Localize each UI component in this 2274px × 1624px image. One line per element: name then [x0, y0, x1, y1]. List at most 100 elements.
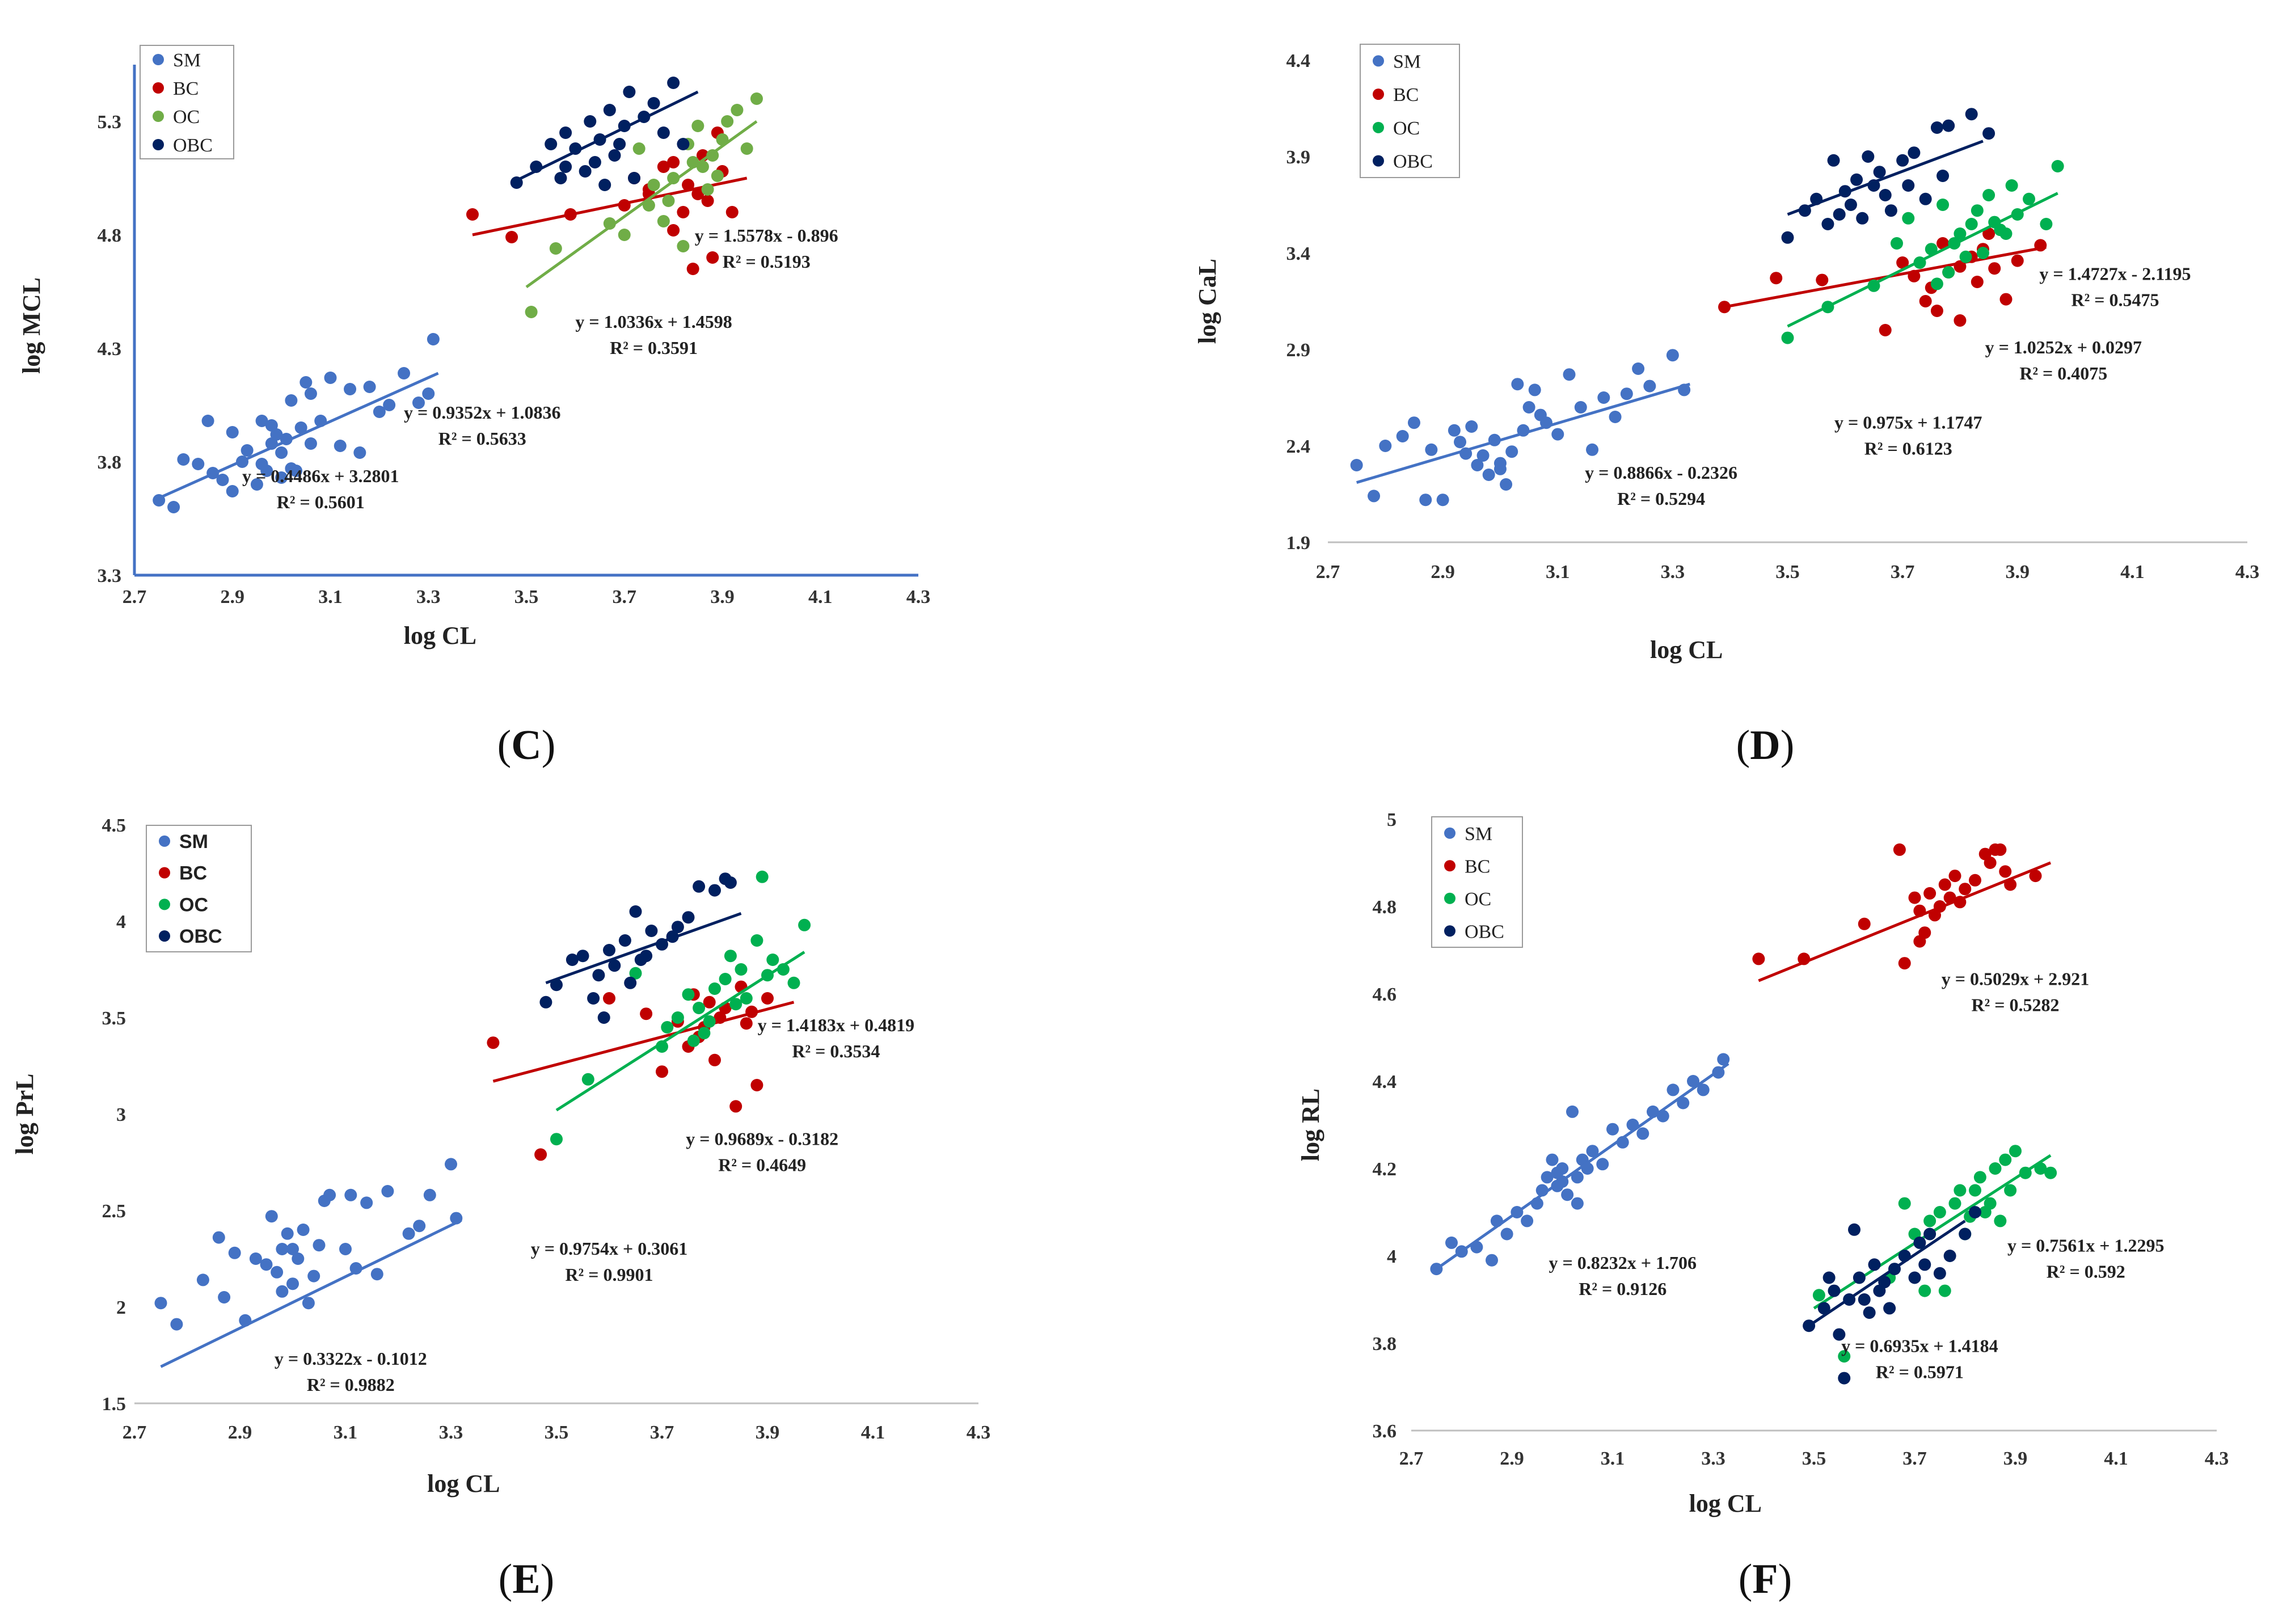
legend-label-oc: OC [173, 107, 200, 128]
data-point-sm [226, 426, 239, 438]
data-point-obc [579, 165, 592, 178]
data-point-sm [177, 453, 190, 466]
data-point-bc [505, 231, 518, 243]
data-point-sm [299, 376, 313, 389]
panel-E: 2.7 2.9 3.1 3.3 3.5 3.7 3.9 4.1 4.3 1.5 2 2.5 3 3.5 4 4… [11, 815, 990, 1602]
data-point-oc [1948, 1197, 1961, 1210]
data-point-obc [576, 950, 589, 963]
data-point-oc [657, 215, 670, 227]
data-point-sm [1566, 1105, 1579, 1118]
data-point-obc [1822, 1271, 1836, 1284]
regression-equation: y = 0.8866x - 0.2326 [1585, 462, 1737, 483]
data-point-oc [1937, 199, 1950, 211]
data-point-bc [1982, 227, 1995, 240]
data-point-oc [1902, 212, 1915, 225]
data-point-sm [1368, 490, 1381, 503]
legend-marker-sm [153, 54, 164, 65]
data-point-sm [1551, 1166, 1564, 1179]
legend-marker-oc [1444, 892, 1455, 904]
data-point-sm [292, 1252, 305, 1265]
data-point-bc [1937, 237, 1950, 250]
data-point-oc [1898, 1197, 1911, 1210]
data-point-sm [1541, 1171, 1554, 1184]
data-point-bc [1994, 843, 2007, 856]
legend-box [1360, 44, 1460, 178]
data-point-sm [381, 1185, 394, 1197]
data-point-bc [703, 996, 716, 1009]
data-point-oc [1969, 1184, 1981, 1197]
data-point-oc [2005, 179, 2018, 192]
trend-line-oc [525, 120, 758, 289]
x-tick-label: 4.1 [861, 1422, 885, 1443]
data-point-sm [398, 367, 411, 379]
data-point-bc [667, 156, 680, 168]
data-point-sm [1350, 459, 1363, 471]
data-point-bc [1938, 878, 1951, 891]
legend-marker-obc [1373, 155, 1384, 167]
trend-line-sm [1356, 382, 1690, 484]
data-point-sm [334, 440, 347, 452]
panel-label-open-paren: ( [499, 1556, 513, 1602]
data-point-sm [271, 1266, 284, 1279]
data-point-obc [1879, 189, 1892, 201]
data-point-obc [1878, 1276, 1891, 1289]
y-tick-label: 5 [1387, 809, 1397, 830]
x-tick-label: 2.9 [1431, 562, 1455, 583]
data-point-sm [1667, 1083, 1680, 1096]
data-point-obc [1933, 1267, 1946, 1280]
regression-equation: y = 1.0252x + 0.0297 [1985, 337, 2142, 357]
data-point-oc [2023, 192, 2036, 205]
data-point-bc [686, 263, 699, 275]
data-point-sm [196, 1273, 209, 1286]
x-tick-label: 3.1 [334, 1422, 358, 1443]
data-point-sm [1697, 1083, 1710, 1096]
r-squared-label: R² = 0.6123 [1864, 438, 1952, 458]
data-point-bc [1893, 843, 1906, 856]
data-point-sm [1563, 368, 1576, 381]
y-tick-label: 3.3 [98, 566, 122, 587]
legend-label-obc: OBC [1465, 921, 1504, 942]
data-point-oc [756, 870, 769, 883]
data-point-sm [445, 1158, 457, 1171]
data-point-sm [294, 421, 307, 434]
legend-marker-obc [153, 139, 164, 150]
data-point-sm [1597, 391, 1610, 404]
data-point-sm [276, 1243, 289, 1255]
legend: SM BC OC OBC [1431, 816, 1523, 948]
data-point-sm [1436, 493, 1449, 507]
data-point-sm [339, 1243, 352, 1255]
series-oc [550, 870, 811, 1146]
x-tick-label: 3.5 [1775, 562, 1800, 583]
data-point-sm [1482, 469, 1495, 481]
panel-label-close-paren: ) [1778, 1556, 1792, 1602]
data-point-bc [2029, 870, 2042, 883]
data-point-bc [701, 195, 714, 207]
x-tick-label: 2.7 [123, 587, 147, 608]
data-point-oc [735, 963, 748, 976]
y-axis-title: log RL [1297, 1089, 1324, 1161]
x-tick-label: 2.7 [123, 1422, 147, 1443]
data-point-sm [1666, 349, 1679, 362]
data-point-obc [597, 1011, 610, 1024]
data-point-oc [549, 242, 562, 255]
x-tick-label: 4.1 [2104, 1448, 2128, 1469]
data-point-oc [1890, 237, 1903, 250]
data-point-bc [603, 992, 615, 1005]
data-point-sm [423, 1188, 436, 1201]
panel-label: (C) [497, 722, 556, 769]
data-point-oc [698, 1027, 711, 1040]
regression-equation: y = 0.8232x + 1.706 [1549, 1252, 1697, 1273]
data-point-sm [1561, 1188, 1574, 1201]
data-point-oc [729, 998, 742, 1011]
panel-label-letter: C [511, 722, 541, 769]
data-point-oc [750, 92, 763, 105]
data-point-sm [1500, 1228, 1513, 1241]
data-point-obc [613, 138, 626, 150]
series-bc [1752, 843, 2052, 982]
data-point-sm [286, 1277, 299, 1290]
data-point-sm [228, 1246, 241, 1259]
data-point-bc [729, 1100, 742, 1113]
data-point-bc [1879, 324, 1892, 336]
data-point-oc [1976, 247, 1989, 259]
y-tick-label: 2.5 [102, 1201, 126, 1222]
